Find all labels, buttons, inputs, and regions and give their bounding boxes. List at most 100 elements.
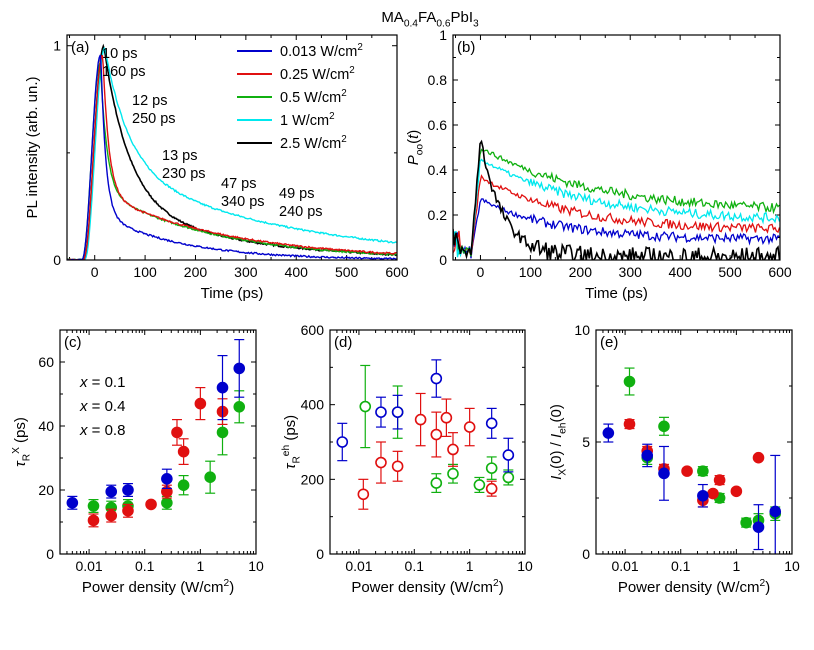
x-tick-label: 0.01 — [345, 558, 372, 574]
legend-label: 0.25 W/cm2 — [280, 65, 355, 83]
data-point — [658, 467, 670, 480]
plot-frame — [452, 34, 781, 261]
panel-e-intensity-ratio: 0.01 0.1 1 10 0 5 10 (e) Power density (W/cm2) IX… — [548, 322, 800, 596]
x-axis-ticks: 0.01 0.1 1 10 — [602, 330, 800, 574]
x-tick-label: 0.01 — [75, 558, 102, 574]
y-tick-label: 600 — [301, 322, 325, 338]
data-point — [463, 421, 476, 433]
data-point — [161, 496, 173, 509]
data-point — [216, 426, 229, 439]
y-tick-label: 0 — [46, 546, 54, 562]
data-point — [233, 400, 246, 413]
x-tick-label: 0 — [477, 264, 485, 280]
series-red — [357, 392, 498, 510]
x-tick-label: 10 — [248, 558, 264, 574]
data-point — [391, 406, 404, 418]
data-point — [623, 375, 636, 388]
y-axis-label: Poo(t) — [405, 130, 426, 166]
y-axis-ticks: 0 200 400 600 — [301, 322, 525, 562]
legend-label: x = 0.1 — [79, 374, 125, 391]
lifetime-label: 10 ps — [102, 46, 137, 62]
data-point — [430, 428, 443, 441]
data-point — [658, 420, 670, 433]
data-point — [414, 413, 427, 426]
y-axis-label: PL intensity (arb. un.) — [24, 76, 41, 218]
data-point — [473, 479, 486, 491]
panel-d-tau-eh: 0.01 0.1 1 10 0 200 400 600 (d) Power density (W/… — [281, 322, 533, 596]
series-blue — [66, 339, 246, 510]
data-point — [440, 411, 453, 424]
data-point — [641, 449, 654, 462]
data-point — [87, 500, 100, 512]
x-axis-ticks: 0 100 200 300 400 500 600 — [69, 35, 409, 280]
data-point — [161, 472, 173, 485]
plot-area — [453, 139, 780, 260]
data-point — [375, 456, 387, 469]
x-tick-label: 200 — [184, 264, 208, 280]
data-point — [194, 397, 207, 410]
x-tick-label: 10 — [784, 558, 800, 574]
x-tick-label: 400 — [668, 264, 692, 280]
data-point — [357, 488, 370, 501]
y-tick-label: 1 — [439, 27, 447, 43]
data-point — [177, 445, 190, 458]
data-point — [740, 516, 752, 529]
x-tick-label: 0.1 — [671, 558, 691, 574]
series-line-cyan — [453, 158, 780, 258]
y-tick-label: 1 — [53, 38, 61, 54]
data-point — [171, 426, 183, 439]
series-line-blue — [67, 54, 397, 260]
panel-label: (c) — [64, 334, 82, 351]
panel-label: (a) — [71, 39, 89, 56]
panel-label: (d) — [334, 334, 352, 351]
data-point — [66, 496, 79, 509]
data-point — [752, 451, 765, 464]
data-point — [502, 449, 515, 461]
x-tick-label: 1 — [732, 558, 740, 574]
x-axis-label: Power density (W/cm2) — [618, 578, 770, 596]
lifetime-label: 240 ps — [279, 204, 323, 220]
data-point — [485, 482, 498, 495]
data-point — [105, 485, 118, 498]
series-line-green — [67, 62, 397, 260]
data-point — [359, 400, 372, 413]
y-tick-label: 400 — [301, 397, 325, 413]
lifetime-label: 340 ps — [221, 194, 265, 210]
data-point — [697, 489, 709, 502]
panel-a-pl-intensity: 0 100 200 300 400 500 600 0 1 (a) Time (ps) PL inte… — [24, 34, 409, 302]
y-axis-label: τReh (ps) — [281, 415, 303, 469]
data-point — [145, 498, 157, 511]
x-tick-label: 100 — [133, 264, 157, 280]
plot-frame — [329, 329, 526, 555]
lifetime-label: 47 ps — [221, 176, 256, 192]
y-tick-label: 0 — [316, 546, 324, 562]
data-point — [216, 381, 229, 394]
data-point — [375, 406, 387, 418]
series-line-cyan — [67, 46, 397, 260]
panel-b-polarization: 0 100 200 300 400 500 600 0 0.2 0.4 0.6 0.8 1 (b) Time… — [405, 27, 792, 302]
y-tick-label: 0.2 — [428, 207, 448, 223]
legend-label: 0.013 W/cm2 — [280, 42, 363, 60]
x-tick-label: 300 — [619, 264, 643, 280]
lifetime-label: 250 ps — [132, 111, 176, 127]
y-axis-label: τRX (ps) — [11, 417, 33, 467]
data-point — [122, 504, 134, 517]
data-point — [430, 477, 443, 489]
data-point — [485, 462, 498, 474]
data-point — [391, 460, 404, 473]
lifetime-label: 160 ps — [102, 64, 146, 80]
data-point — [177, 479, 190, 492]
plot-area — [602, 367, 782, 554]
x-tick-label: 0.1 — [135, 558, 155, 574]
x-tick-label: 100 — [519, 264, 543, 280]
y-tick-label: 0.4 — [428, 162, 448, 178]
x-tick-label: 1 — [466, 558, 474, 574]
data-point — [105, 509, 118, 522]
legend-label: x = 0.4 — [79, 398, 125, 415]
y-tick-label: 5 — [582, 434, 590, 450]
series-red — [87, 387, 229, 528]
x-tick-label: 500 — [718, 264, 742, 280]
y-tick-label: 40 — [38, 418, 54, 434]
data-point — [623, 418, 636, 430]
y-tick-label: 200 — [301, 471, 325, 487]
